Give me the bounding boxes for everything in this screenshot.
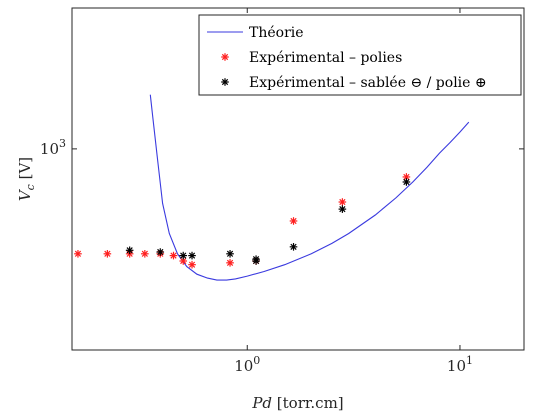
data-point-series-2 <box>156 248 165 256</box>
legend-label-2: Expérimental – sablée ⊖ / polie ⊕ <box>249 75 487 91</box>
legend-label-0: Théorie <box>249 25 304 41</box>
curves <box>149 94 470 281</box>
data-point-series-2 <box>226 250 234 258</box>
data-point-series-2 <box>289 243 298 251</box>
data-point-series-2 <box>338 205 347 213</box>
data-point-series-1 <box>188 260 196 269</box>
data-point-series-1 <box>169 251 178 260</box>
data-point-series-1 <box>338 198 347 206</box>
legend-swatch-2 <box>221 78 229 86</box>
legend-swatch-1 <box>221 53 229 61</box>
data-point-series-2 <box>125 246 134 255</box>
y-axis-label: Vc [V] <box>16 157 37 201</box>
x-axis-label: Pd [torr.cm] <box>251 394 343 412</box>
theory-curve <box>149 94 470 281</box>
markers <box>74 173 411 269</box>
y-tick-label: 103 <box>40 137 66 158</box>
data-point-series-1 <box>103 250 112 258</box>
legend-label-1: Expérimental – polies <box>249 50 402 66</box>
data-point-series-2 <box>188 251 196 260</box>
axis-labels: Pd [torr.cm] Vc [V] <box>16 157 344 412</box>
legend-box <box>198 14 522 96</box>
x-tick-label: 101 <box>447 354 473 375</box>
data-point-series-2 <box>179 251 188 260</box>
data-point-series-1 <box>402 173 411 181</box>
data-point-series-1 <box>141 250 149 258</box>
legend: Théorie Expérimental – polies Expérimental… <box>198 14 522 96</box>
data-point-series-1 <box>289 217 298 225</box>
x-tick-label: 100 <box>234 354 260 375</box>
data-point-series-1 <box>226 259 234 267</box>
data-point-series-1 <box>74 250 82 258</box>
data-point-series-2 <box>402 178 411 186</box>
data-point-series-2 <box>252 257 260 265</box>
